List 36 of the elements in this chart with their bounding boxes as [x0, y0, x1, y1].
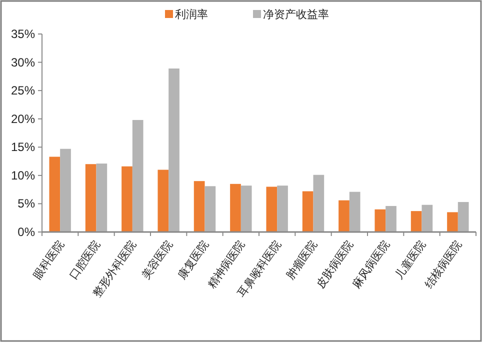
bar — [374, 209, 386, 232]
bar — [313, 174, 324, 232]
y-tick-label: 20% — [10, 112, 36, 126]
x-tick-label: 美容医院 — [139, 238, 176, 282]
bar — [60, 148, 71, 232]
bar — [458, 202, 469, 232]
bar — [386, 206, 396, 232]
bar — [266, 186, 278, 232]
y-tick-label: 10% — [10, 168, 36, 182]
bar — [338, 200, 350, 232]
y-tick-label: 5% — [18, 196, 36, 211]
bar — [240, 186, 252, 232]
y-tick-label: 30% — [10, 55, 36, 70]
bar — [194, 181, 205, 232]
bar — [122, 166, 132, 232]
bar — [158, 170, 169, 232]
bar — [410, 211, 422, 232]
legend-label: 净资产收益率 — [263, 8, 329, 21]
bar — [85, 164, 96, 232]
bar — [204, 186, 216, 232]
bar — [168, 68, 180, 232]
bar — [302, 191, 314, 232]
bar — [277, 186, 288, 232]
legend-label: 利润率 — [175, 8, 208, 21]
bar — [349, 192, 360, 232]
y-tick-label: 15% — [10, 140, 36, 154]
bar — [230, 184, 241, 232]
y-tick-label: 0% — [18, 225, 36, 239]
bar — [132, 120, 144, 232]
bar — [422, 204, 433, 232]
x-tick-label: 眼科医院 — [30, 238, 67, 282]
bar — [49, 156, 60, 232]
y-tick-label: 25% — [10, 84, 36, 98]
y-tick-label: 35% — [10, 27, 36, 41]
bar — [96, 164, 108, 232]
bar — [447, 212, 458, 232]
